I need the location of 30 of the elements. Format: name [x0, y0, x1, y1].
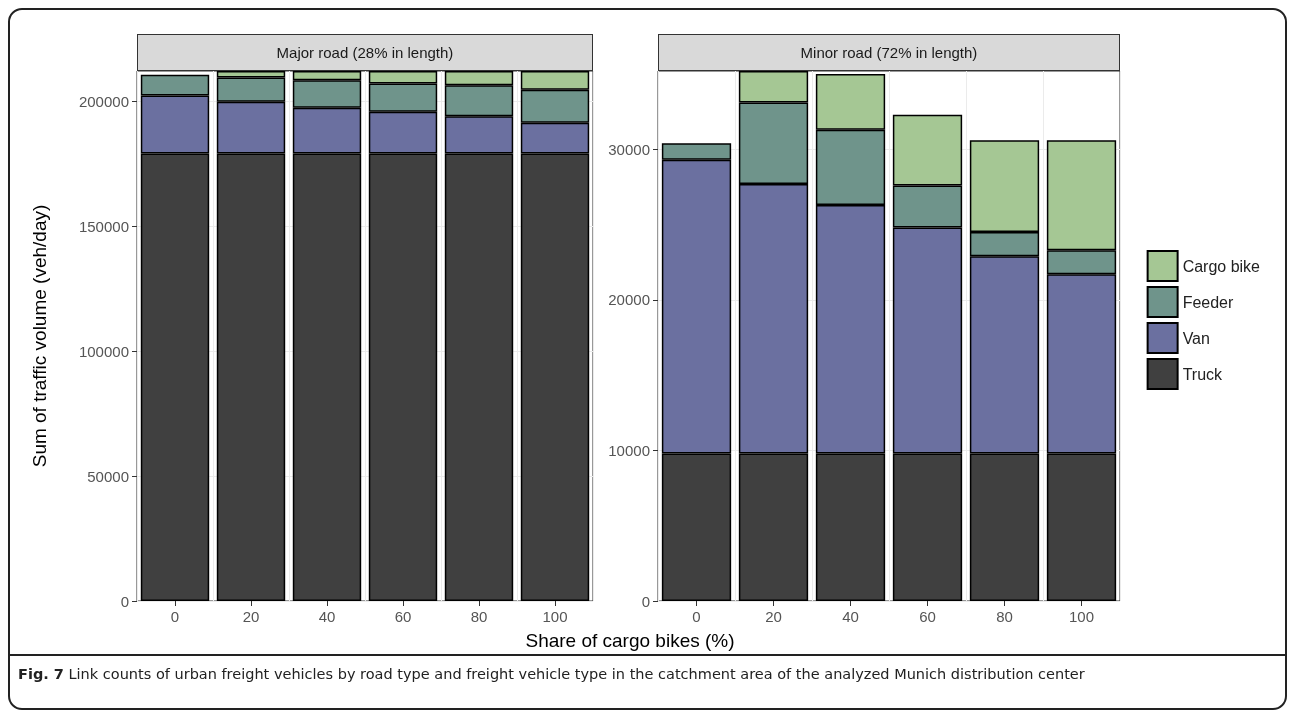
- x-tick-label: 0: [170, 608, 180, 625]
- y-tick-label: 50000: [87, 467, 129, 485]
- y-tick-label: 150000: [78, 217, 129, 235]
- chart-title: Minor road (72% in length): [658, 34, 1120, 71]
- y-tick-label: 10000: [608, 441, 650, 459]
- legend-label: Van: [1182, 329, 1210, 347]
- y-tick-label: 20000: [608, 291, 650, 309]
- caption: Fig. 7 Link counts of urban freight vehicles by road type and freight vehicle type in the catchment area of the analyzed Munich distribution center: [18, 665, 1086, 684]
- x-tick-label: 40: [318, 608, 336, 625]
- x-axis-title: Share of cargo bikes (%): [524, 630, 736, 652]
- x-tick-label: 20: [242, 608, 260, 625]
- x-tick-label: 60: [394, 608, 412, 625]
- y-tick-label: 100000: [78, 342, 129, 360]
- y-axis-title: Sum of traffic volume (veh/day): [29, 204, 50, 468]
- y-tick-label: 0: [641, 592, 650, 610]
- x-tick-label: 0: [692, 608, 701, 625]
- x-tick-label: 20: [765, 608, 782, 625]
- y-tick-label: 200000: [78, 92, 129, 110]
- chart-title: Major road (28% in length): [137, 34, 593, 71]
- x-tick-label: 80: [470, 608, 488, 625]
- x-tick-label: 100: [1068, 608, 1095, 625]
- x-tick-label: 40: [842, 608, 859, 625]
- y-tick-label: 30000: [608, 140, 650, 158]
- x-tick-label: 80: [996, 608, 1013, 625]
- legend-label: Cargo bike: [1182, 257, 1261, 275]
- x-tick-label: 60: [919, 608, 936, 625]
- x-tick-label: 100: [542, 608, 568, 625]
- legend-label: Truck: [1182, 365, 1224, 383]
- legend-label: Feeder: [1182, 293, 1234, 311]
- y-tick-label: 0: [120, 592, 129, 610]
